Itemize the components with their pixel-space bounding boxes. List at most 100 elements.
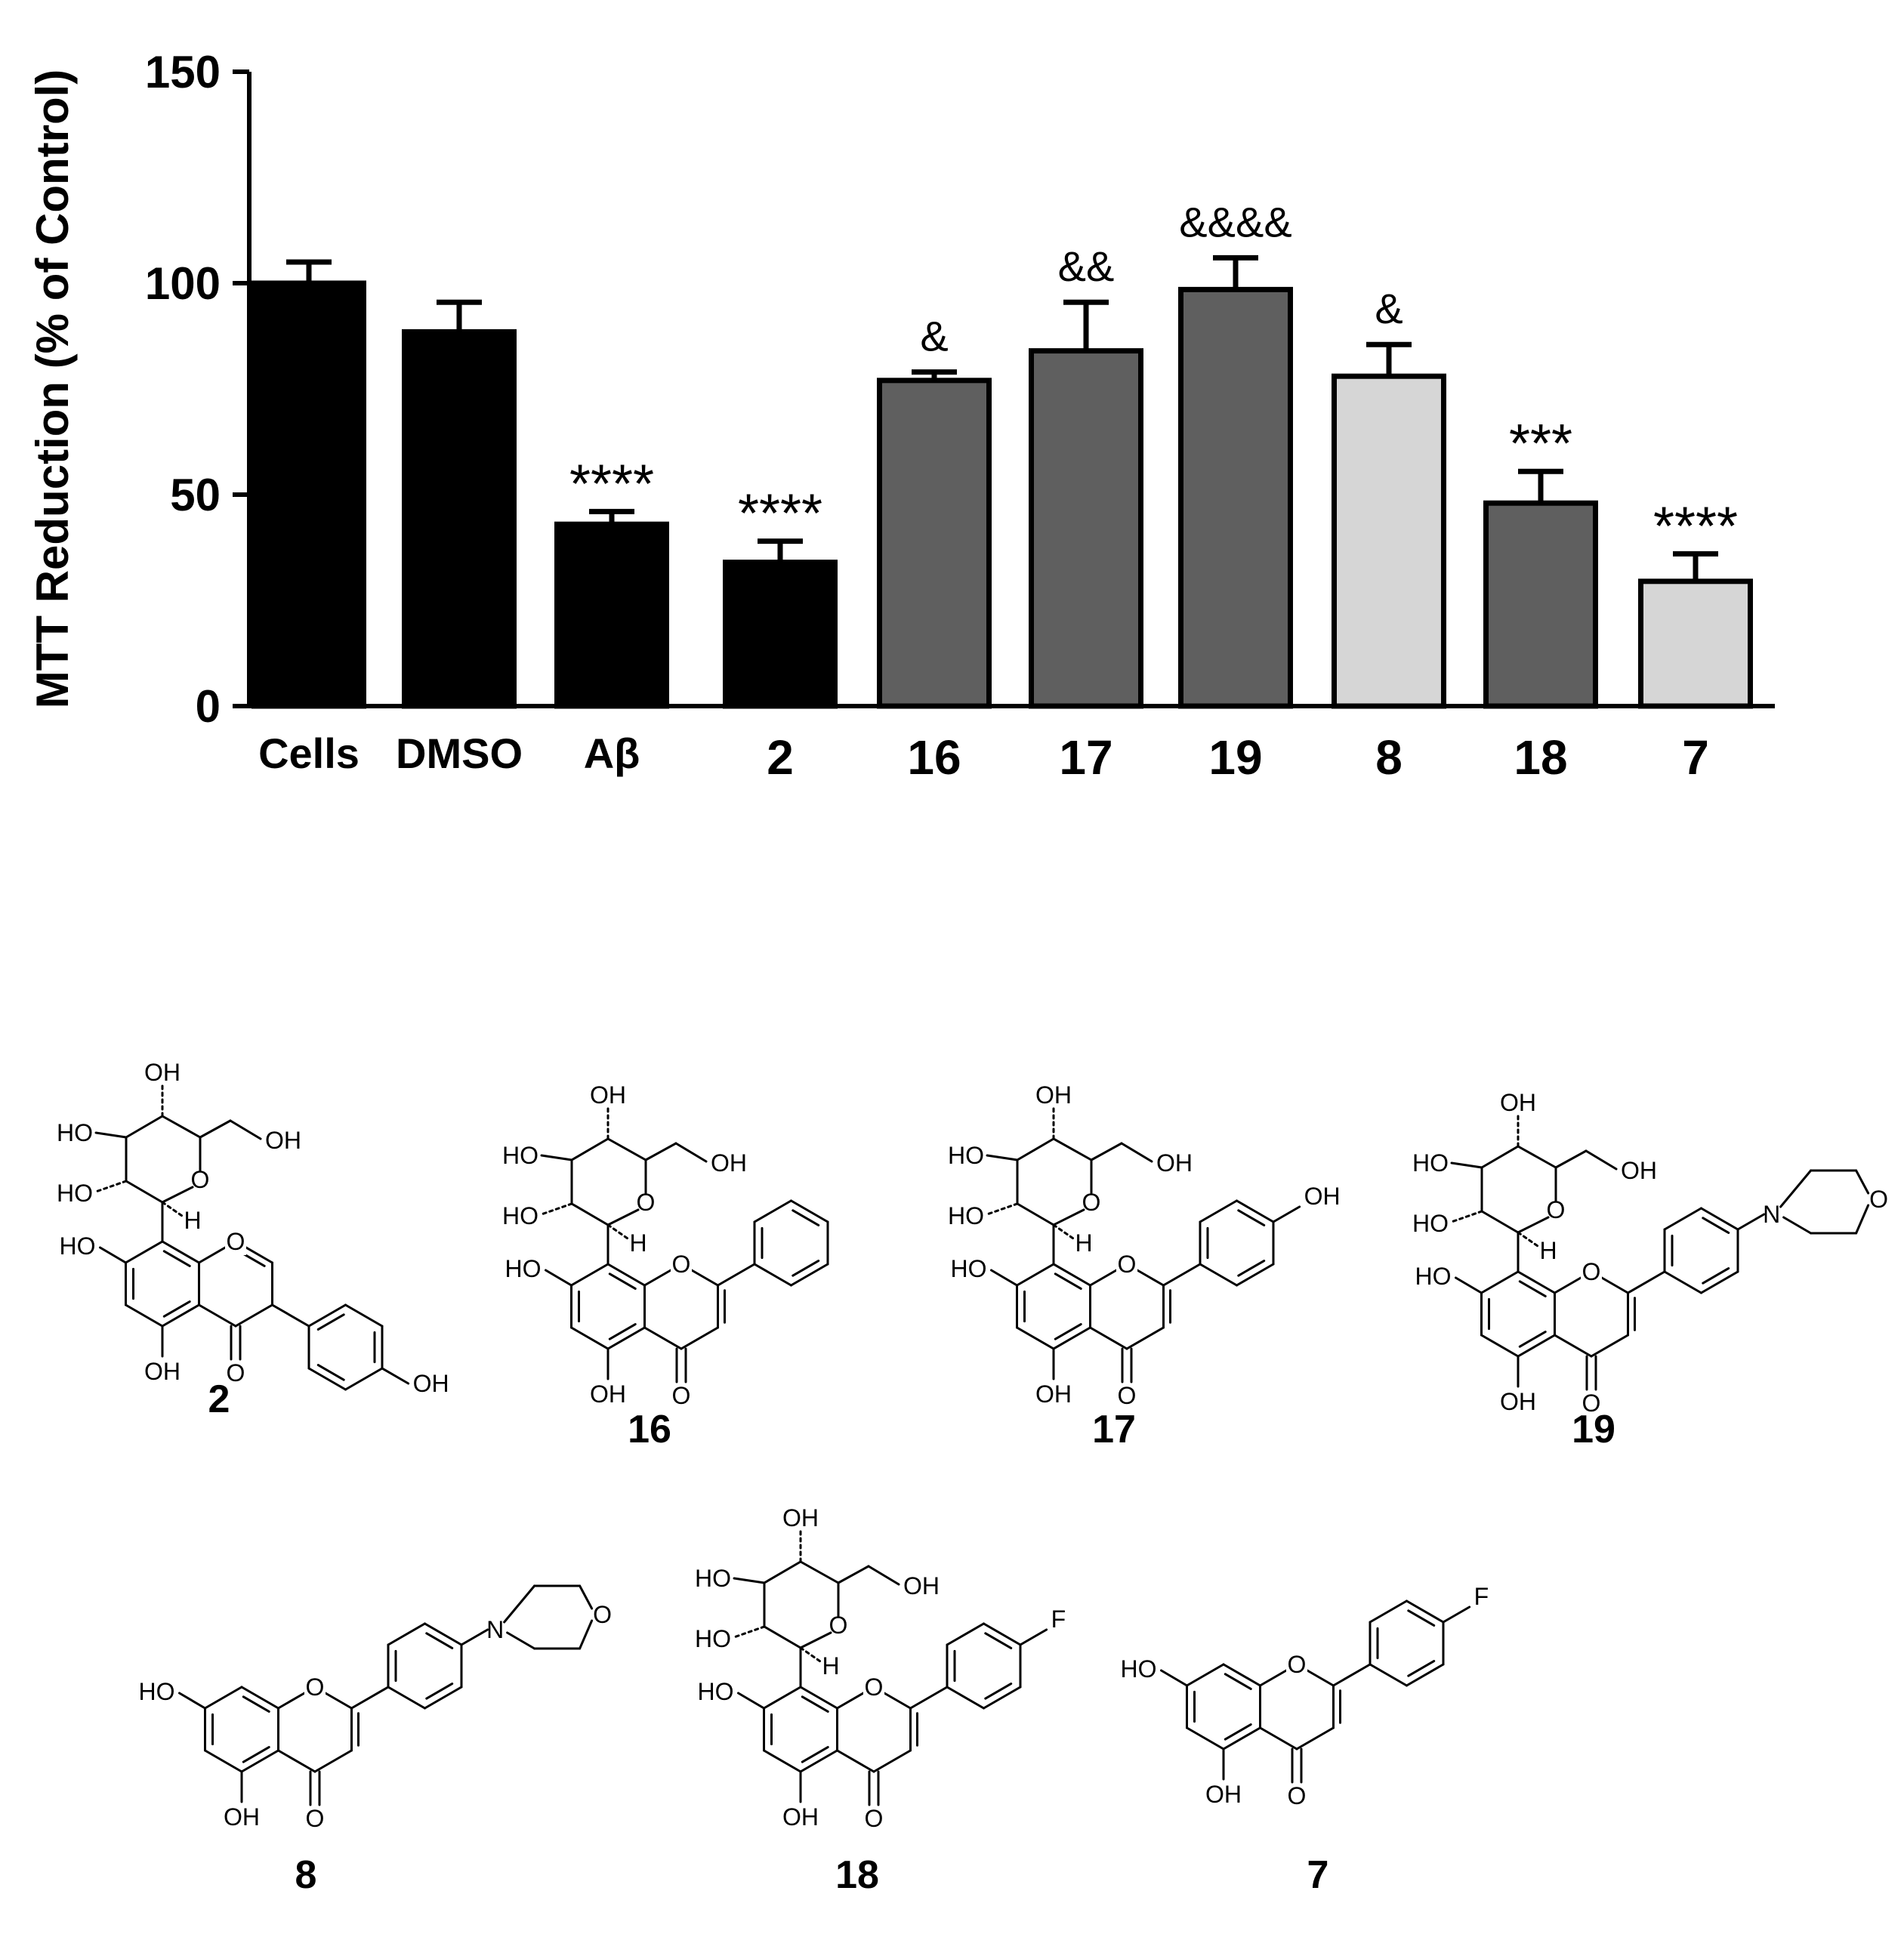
- bar: [877, 378, 992, 709]
- atom-label: OH: [782, 1803, 819, 1831]
- bar: [723, 560, 838, 709]
- atom-label: OH: [1621, 1157, 1657, 1184]
- atom-label: HO: [57, 1180, 93, 1207]
- atom-label: OH: [782, 1504, 819, 1531]
- x-tick-label: 18: [1514, 730, 1567, 785]
- structure-7: O O OH HO F 7: [1121, 1583, 1489, 1897]
- atom-label: OH: [1205, 1781, 1242, 1808]
- atom-label: OH: [413, 1370, 449, 1397]
- atom-label: O: [1547, 1196, 1566, 1223]
- atom-label: OH: [1500, 1388, 1536, 1415]
- x-tick-label: 7: [1682, 730, 1709, 785]
- atom-label: HO: [139, 1678, 175, 1705]
- atom-label: N: [1763, 1201, 1780, 1228]
- atom-label: O: [1869, 1186, 1888, 1213]
- atom-label: OH: [144, 1358, 181, 1385]
- bar: [1638, 578, 1753, 709]
- atom-label: HO: [951, 1255, 987, 1282]
- bar: [252, 280, 366, 709]
- x-tick-label: Aβ: [584, 729, 640, 777]
- atom-label: OH: [1304, 1183, 1341, 1210]
- compound-label: 8: [295, 1853, 317, 1897]
- significance-label: &: [1375, 285, 1403, 332]
- y-axis-title: MTT Reduction (% of Control): [27, 69, 78, 709]
- atom-label: OH: [1035, 1081, 1072, 1109]
- x-tick-label: 2: [767, 730, 794, 785]
- significance-label: &&&&: [1179, 198, 1291, 245]
- structure-17: O O OH HO OH O HO HO OH OH H 17: [948, 1081, 1341, 1451]
- bar: [1483, 500, 1598, 709]
- atom-label: O: [1288, 1651, 1307, 1678]
- atom-label: O: [306, 1673, 325, 1701]
- atom-label: O: [1082, 1189, 1101, 1216]
- bar: [1332, 373, 1446, 709]
- atom-label: OH: [1500, 1089, 1536, 1116]
- y-tick-label: 100: [145, 258, 221, 309]
- atom-label: H: [1539, 1237, 1557, 1264]
- atom-label: HO: [502, 1142, 538, 1169]
- atom-label: O: [227, 1228, 245, 1255]
- atom-label: H: [629, 1229, 646, 1257]
- atom-label: O: [865, 1805, 884, 1832]
- structure-19: O O OH HO N O O HO HO OH OH H 19: [1412, 1089, 1888, 1451]
- atom-label: O: [1118, 1251, 1137, 1278]
- atom-label: H: [1075, 1229, 1092, 1257]
- compound-label: 7: [1307, 1853, 1329, 1897]
- atom-label: F: [1051, 1605, 1066, 1633]
- significance-label: &: [920, 313, 948, 360]
- x-tick-label: 16: [907, 730, 961, 785]
- atom-label: HO: [1412, 1149, 1449, 1177]
- atom-label: O: [637, 1189, 656, 1216]
- atom-label: OH: [590, 1380, 626, 1408]
- atom-label: O: [306, 1805, 325, 1832]
- significance-label: &&: [1058, 242, 1115, 290]
- x-tick-label: 17: [1059, 730, 1112, 785]
- atom-label: H: [822, 1652, 839, 1680]
- atom-label: O: [829, 1612, 848, 1639]
- atom-label: OH: [711, 1149, 747, 1177]
- compound-label: 17: [1092, 1408, 1136, 1451]
- atom-label: HO: [695, 1625, 731, 1652]
- atom-label: HO: [1415, 1263, 1452, 1290]
- atom-label: HO: [948, 1202, 984, 1229]
- structure-16: O O OH HO O HO HO OH OH H 16: [502, 1081, 829, 1451]
- structure-18: O O OH HO F O HO HO OH OH H 18: [695, 1504, 1066, 1897]
- atom-label: OH: [144, 1059, 181, 1086]
- y-tick-label: 150: [145, 47, 221, 97]
- bar: [554, 521, 669, 709]
- chemical-structures: OOOHHOOHOHOHOOHOHH2OOOHHOOHOHOOHOHH16OOO…: [57, 1059, 1888, 1897]
- bar: [1178, 286, 1293, 709]
- significance-label: ****: [738, 484, 822, 544]
- atom-label: O: [672, 1382, 691, 1409]
- atom-label: OH: [224, 1803, 260, 1831]
- compound-label: 2: [208, 1377, 230, 1421]
- significance-label: ****: [569, 454, 654, 514]
- atom-label: HO: [698, 1678, 734, 1705]
- atom-label: N: [486, 1616, 504, 1643]
- significance-label: ****: [1653, 496, 1738, 557]
- atom-label: H: [184, 1207, 201, 1234]
- atom-label: O: [227, 1359, 245, 1386]
- atom-label: OH: [265, 1127, 301, 1154]
- atom-label: O: [672, 1251, 691, 1278]
- x-tick-label: 19: [1208, 730, 1262, 785]
- atom-label: O: [1118, 1382, 1137, 1409]
- atom-label: HO: [57, 1119, 93, 1146]
- y-tick-label: 50: [170, 470, 221, 520]
- y-tick-label: 0: [196, 681, 221, 732]
- bar: [402, 329, 517, 709]
- x-tick-label: Cells: [258, 729, 360, 777]
- atom-label: OH: [1035, 1380, 1072, 1408]
- atom-label: HO: [1121, 1655, 1157, 1683]
- atom-label: HO: [502, 1202, 538, 1229]
- atom-label: HO: [695, 1565, 731, 1592]
- compound-label: 19: [1572, 1408, 1615, 1451]
- bar: [1029, 348, 1143, 709]
- atom-label: OH: [903, 1572, 940, 1599]
- atom-label: O: [865, 1673, 884, 1701]
- atom-label: OH: [590, 1081, 626, 1109]
- atom-label: HO: [948, 1142, 984, 1169]
- structure-2: O O OH HO OH O HO HO OH OH H 2: [57, 1059, 449, 1421]
- atom-label: HO: [1412, 1210, 1449, 1237]
- compound-label: 18: [835, 1853, 879, 1897]
